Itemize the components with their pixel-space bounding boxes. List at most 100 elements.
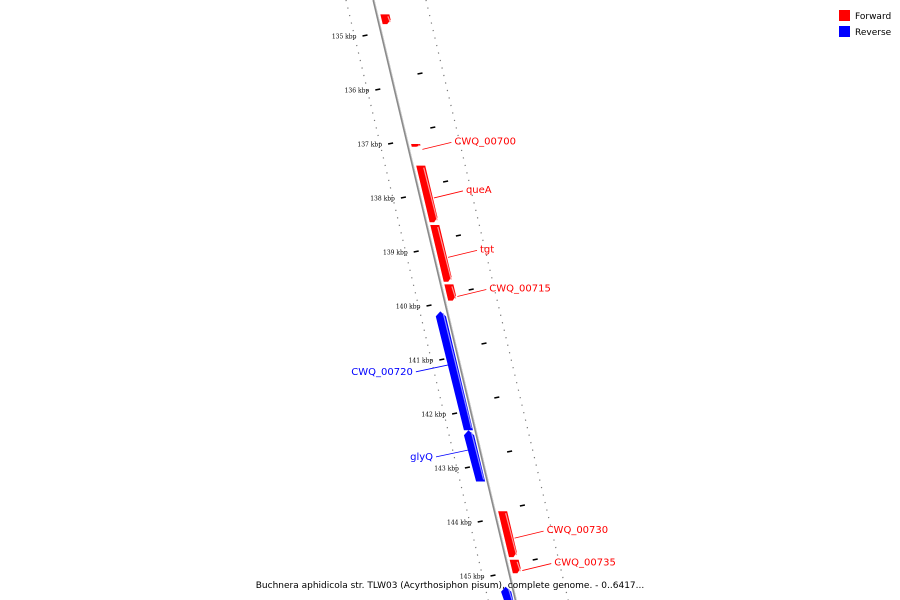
- gene-arrow-highlight: [470, 432, 485, 480]
- gene-label-leader: [447, 249, 478, 258]
- legend-reverse-swatch: [839, 26, 850, 37]
- tick-label: 143 kbp: [434, 466, 459, 473]
- scale-ticks: 135 kbp 136 kbp 137 kbp 138 kbp 139 kbp 140 k…: [332, 34, 538, 581]
- gene-arrow-highlight: [423, 167, 438, 221]
- gene-feature[interactable]: [501, 586, 514, 600]
- gene-feature[interactable]: [380, 14, 391, 25]
- legend: Forward Reverse: [839, 10, 892, 38]
- gene-label[interactable]: CWQ_00715: [489, 284, 551, 295]
- backbone-line: [372, 0, 517, 600]
- gene-arrow-highlight: [505, 513, 518, 556]
- tick-mark-minor: [532, 558, 538, 561]
- tick-mark-major: [375, 88, 381, 91]
- gene-label[interactable]: tgt: [480, 244, 494, 255]
- tick-label: 135 kbp: [332, 34, 357, 41]
- scale-tick: 142 kbp: [421, 412, 513, 453]
- gene-arrow-highlight: [387, 16, 391, 23]
- gene-arrow-highlight: [516, 561, 521, 572]
- tick-label: 145 kbp: [460, 574, 485, 581]
- tick-label: 136 kbp: [345, 88, 370, 95]
- gene-arrow[interactable]: [463, 430, 486, 482]
- gene-features: CWQ_00700 queA tgt CWQ_00715 CWQ_00720 glyQ CW…: [351, 14, 616, 600]
- tick-label: 140 kbp: [396, 304, 421, 311]
- tick-mark-major: [477, 520, 483, 523]
- gene-arrow-highlight: [442, 313, 473, 429]
- tick-mark-minor: [494, 396, 500, 399]
- gene-feature[interactable]: queA: [416, 165, 492, 223]
- gene-arrow-highlight: [437, 226, 452, 280]
- legend-forward-label: Forward: [855, 12, 891, 22]
- gene-arrow-highlight: [418, 144, 420, 147]
- dotted-line-left: [345, 0, 489, 600]
- scale-tick: 141 kbp: [409, 358, 500, 399]
- gene-arrow-highlight: [507, 588, 513, 600]
- gene-arrow-highlight: [451, 286, 457, 299]
- dotted-line-right: [425, 0, 569, 600]
- tick-mark-minor: [519, 504, 526, 507]
- gene-feature[interactable]: CWQ_00720: [351, 311, 473, 431]
- tick-mark-major: [451, 412, 458, 415]
- tick-mark-major: [426, 304, 432, 307]
- gene-arrow[interactable]: [498, 511, 517, 558]
- tick-label: 141 kbp: [409, 358, 434, 365]
- scale-tick: 140 kbp: [396, 304, 487, 345]
- scale-tick: 139 kbp: [383, 250, 474, 291]
- tick-mark-minor: [430, 126, 436, 129]
- legend-forward-swatch: [839, 10, 850, 21]
- genome-backbone: [372, 0, 517, 600]
- gene-label-leader: [433, 190, 464, 199]
- gene-label[interactable]: CWQ_00720: [351, 367, 413, 378]
- gene-label[interactable]: CWQ_00700: [454, 136, 516, 147]
- scale-tick: 143 kbp: [434, 466, 526, 507]
- gene-arrow[interactable]: [435, 311, 473, 431]
- tick-mark-major: [464, 466, 471, 469]
- tick-mark-major: [413, 250, 419, 253]
- gene-feature[interactable]: glyQ: [410, 430, 486, 482]
- gene-label-leader: [514, 530, 544, 539]
- scale-tick: 137 kbp: [357, 142, 449, 183]
- tick-mark-minor: [417, 72, 423, 75]
- gene-label-leader: [435, 449, 470, 458]
- tick-mark-major: [439, 358, 445, 361]
- tick-label: 137 kbp: [357, 142, 382, 149]
- scale-tick: 144 kbp: [447, 520, 538, 561]
- gene-label-leader: [415, 364, 449, 373]
- gene-label[interactable]: queA: [466, 185, 492, 196]
- tick-mark-major: [400, 196, 407, 199]
- gene-arrow[interactable]: [416, 165, 438, 223]
- scale-tick: 138 kbp: [370, 196, 462, 237]
- backbone-highlight: [373, 0, 517, 600]
- tick-mark-minor: [506, 450, 513, 453]
- gene-feature[interactable]: tgt: [430, 225, 494, 282]
- tick-mark-major: [387, 142, 394, 145]
- gene-label-leader: [422, 141, 452, 150]
- tick-label: 139 kbp: [383, 250, 408, 257]
- tick-mark-minor: [442, 180, 449, 183]
- gene-feature[interactable]: CWQ_00700: [411, 136, 516, 150]
- tick-label: 144 kbp: [447, 520, 472, 527]
- map-caption: Buchnera aphidicola str. TLW03 (Acyrthos…: [256, 581, 644, 591]
- gene-feature[interactable]: CWQ_00715: [444, 284, 551, 301]
- legend-reverse-label: Reverse: [855, 28, 892, 38]
- gene-arrow[interactable]: [430, 225, 452, 282]
- scale-tick: 145 kbp: [460, 574, 496, 581]
- scale-tick: 135 kbp: [332, 34, 423, 75]
- gene-label-leader: [522, 563, 552, 571]
- gene-arrow[interactable]: [501, 586, 514, 600]
- gene-label-leader: [457, 289, 487, 297]
- gene-label[interactable]: CWQ_00730: [547, 525, 609, 536]
- scale-tick: 136 kbp: [345, 88, 436, 129]
- gene-label[interactable]: glyQ: [410, 452, 433, 463]
- gene-feature[interactable]: CWQ_00730: [498, 511, 609, 558]
- tick-mark-minor: [455, 234, 462, 237]
- gene-feature[interactable]: CWQ_00735: [509, 558, 616, 574]
- tick-label: 138 kbp: [370, 196, 395, 203]
- dotted-guide-lines: [345, 0, 569, 600]
- tick-label: 142 kbp: [421, 412, 446, 419]
- tick-mark-minor: [481, 342, 487, 345]
- tick-mark-major: [362, 34, 368, 37]
- tick-mark-minor: [468, 288, 474, 291]
- gene-arrow[interactable]: [411, 144, 421, 147]
- gene-label[interactable]: CWQ_00735: [554, 558, 616, 569]
